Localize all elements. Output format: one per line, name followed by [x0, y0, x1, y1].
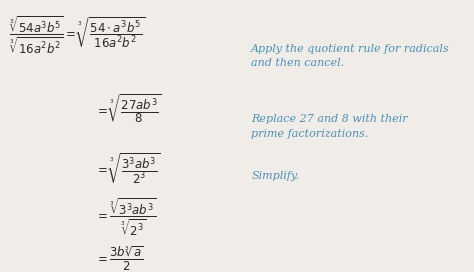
- Text: Simplify.: Simplify.: [251, 171, 300, 181]
- Text: $= \sqrt[3]{\dfrac{3^3ab^3}{2^3}}$: $= \sqrt[3]{\dfrac{3^3ab^3}{2^3}}$: [95, 151, 160, 186]
- Text: $= \sqrt[3]{\dfrac{27ab^3}{8}}$: $= \sqrt[3]{\dfrac{27ab^3}{8}}$: [95, 92, 162, 125]
- Text: $\dfrac{\sqrt[3]{54a^3b^5}}{\sqrt[3]{16a^2b^2}} = \sqrt[3]{\dfrac{54 \cdot a^3b^: $\dfrac{\sqrt[3]{54a^3b^5}}{\sqrt[3]{16a…: [9, 15, 146, 56]
- Text: $= \dfrac{\sqrt[3]{3^3ab^3}}{\sqrt[3]{2^3}}$: $= \dfrac{\sqrt[3]{3^3ab^3}}{\sqrt[3]{2^…: [95, 197, 156, 238]
- Text: $= \dfrac{3b\sqrt[3]{a}}{2}$: $= \dfrac{3b\sqrt[3]{a}}{2}$: [95, 244, 144, 272]
- Text: Replace 27 and 8 with their
prime factorizations.: Replace 27 and 8 with their prime factor…: [251, 114, 408, 139]
- Text: Apply the quotient rule for radicals
and then cancel.: Apply the quotient rule for radicals and…: [251, 44, 450, 68]
